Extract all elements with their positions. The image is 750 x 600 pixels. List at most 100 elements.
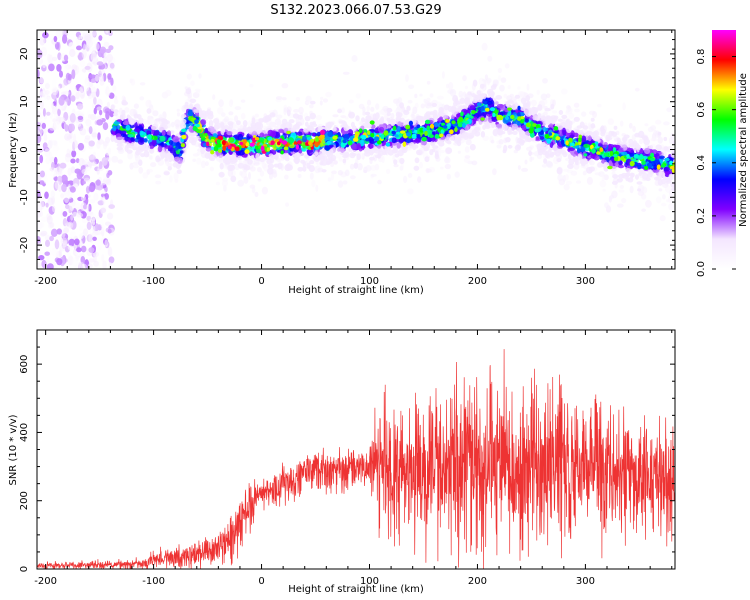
spectrogram-cell xyxy=(377,179,382,185)
spectrogram-cell xyxy=(363,129,368,133)
spectrogram-cell xyxy=(638,130,645,138)
spectrogram-cell xyxy=(53,156,58,165)
spectrogram-cell xyxy=(405,124,411,130)
spectrogram-cell xyxy=(412,118,417,125)
spectrogram-cell xyxy=(159,150,166,158)
spectrogram-cell xyxy=(60,193,64,199)
spectrogram-cell xyxy=(47,53,52,63)
spectrogram-cell xyxy=(340,142,346,148)
spectrogram-cell xyxy=(532,115,538,121)
spectrogram-cell xyxy=(86,221,92,230)
spectrogram-cell xyxy=(297,140,302,145)
spectrogram-cell xyxy=(656,164,661,170)
spectrogram-cell xyxy=(558,148,564,154)
spectrogram-cell xyxy=(342,154,349,159)
spectrogram-cell xyxy=(612,174,619,179)
spectrogram-cell xyxy=(542,78,548,84)
spectrogram-cell xyxy=(625,171,631,177)
spectrogram-cell xyxy=(255,153,260,160)
spectrogram-cell xyxy=(441,122,446,127)
spectrogram-cell xyxy=(59,245,65,252)
spectrogram-cell xyxy=(149,155,153,160)
spectrogram-cell xyxy=(196,135,200,140)
spectrogram-cell xyxy=(39,77,44,84)
y-tick-label: 20 xyxy=(19,48,30,61)
spectrogram-cell xyxy=(267,163,275,169)
spectrogram-cell xyxy=(310,123,318,128)
spectrogram-cell xyxy=(544,133,550,139)
spectrogram-cell xyxy=(138,166,144,174)
spectrogram-cell xyxy=(601,175,605,182)
spectrogram-cell xyxy=(370,165,377,171)
spectrogram-cell xyxy=(474,131,481,137)
spectrogram-cell xyxy=(620,151,628,156)
spectrogram-cell xyxy=(227,121,234,126)
spectrogram-cell xyxy=(116,146,123,151)
spectrogram-cell xyxy=(597,143,603,147)
spectrogram-cell xyxy=(576,147,581,154)
spectrogram-cell xyxy=(107,246,113,257)
spectrogram-cell xyxy=(89,74,96,79)
spectrogram-cell xyxy=(492,83,498,88)
spectrogram-cell xyxy=(45,202,49,208)
spectrogram-cell xyxy=(139,82,146,86)
spectrogram-cell xyxy=(672,140,675,145)
spectrogram-cell xyxy=(472,79,478,87)
spectrogram-cell xyxy=(107,212,114,220)
spectrogram-cell xyxy=(592,111,597,118)
spectrogram-cell xyxy=(341,107,345,114)
spectrogram-cell xyxy=(492,129,498,137)
spectrogram-cell xyxy=(574,128,580,133)
spectrogram-cell xyxy=(396,142,401,149)
spectrogram-cell xyxy=(474,126,480,132)
spectrogram-cell xyxy=(176,108,180,112)
spectrogram-cell xyxy=(619,184,624,189)
spectrogram-cell xyxy=(267,114,272,122)
spectrogram-cell xyxy=(370,173,377,177)
spectrogram-cell xyxy=(207,126,215,133)
spectrogram-cell xyxy=(61,183,67,193)
spectrogram-cell xyxy=(53,120,61,130)
spectrogram-cell xyxy=(227,169,234,177)
spectrogram-cell xyxy=(195,89,201,95)
spectrogram-cell xyxy=(568,120,573,127)
spectrogram-cell xyxy=(342,139,347,144)
spectrogram-cell xyxy=(541,116,548,122)
spectrogram-cell xyxy=(487,88,494,96)
spectrogram-cell xyxy=(351,55,358,62)
spectrogram-cell xyxy=(553,126,559,131)
spectrogram-cell xyxy=(637,169,645,173)
spectrogram-cell xyxy=(120,139,126,144)
spectrogram-cell xyxy=(399,157,405,165)
spectrogram-cell xyxy=(612,147,617,153)
spectrogram-cell xyxy=(621,172,628,177)
spectrogram-cell xyxy=(230,99,234,105)
spectrogram-cell xyxy=(547,116,554,122)
spectrogram-cell xyxy=(259,170,265,177)
spectrogram-cell xyxy=(284,174,289,180)
spectrogram-cell xyxy=(254,113,259,118)
spectrogram-cell xyxy=(122,120,129,126)
spectrogram-cell xyxy=(635,174,639,180)
spectrogram-cell xyxy=(91,221,96,227)
spectrogram-cell xyxy=(319,100,323,106)
spectrogram-cell xyxy=(193,109,199,113)
spectrogram-cell xyxy=(88,185,95,193)
spectrogram-cell xyxy=(37,242,42,252)
x-tick-label: 300 xyxy=(576,276,595,287)
spectrogram-cell xyxy=(51,86,59,96)
spectrogram-cell xyxy=(44,96,51,101)
spectrogram-cell xyxy=(370,106,375,112)
spectrogram-cell xyxy=(504,63,510,69)
spectrogram-cell xyxy=(429,149,434,156)
spectrogram-cell xyxy=(507,144,513,149)
spectrogram-cell xyxy=(586,130,593,136)
spectrogram-cell xyxy=(174,156,180,162)
spectrogram-cell xyxy=(436,95,444,100)
spectrogram-cell xyxy=(146,168,154,173)
spectrogram-cell xyxy=(419,127,424,133)
spectrogram-cell xyxy=(87,114,92,119)
spectrogram-cell xyxy=(204,161,209,167)
spectrogram-cell xyxy=(42,108,46,117)
spectrogram-cell xyxy=(453,101,458,107)
